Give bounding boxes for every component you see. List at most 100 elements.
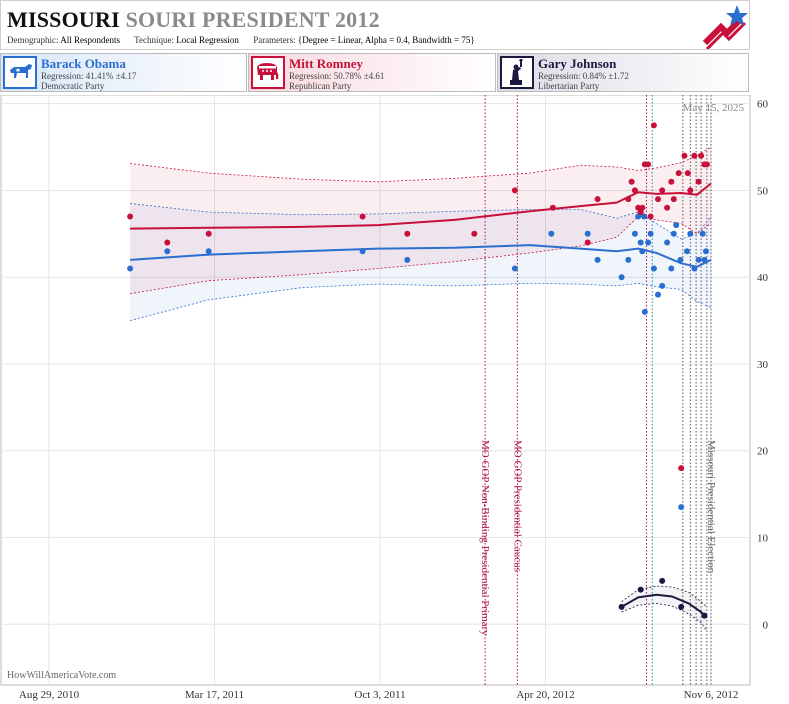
candidate-regression: Regression: 41.41% ±4.17 [41,71,137,81]
band-upper-line [130,146,712,183]
y-tick-label: 60 [757,99,769,111]
data-point [677,256,684,263]
data-point [645,161,652,168]
data-point [164,239,171,246]
data-point [670,230,677,237]
data-point [631,187,638,194]
confidence-band [130,203,712,321]
data-point [594,256,601,263]
x-tick-label: Oct 3, 2011 [354,689,405,701]
demographic-label: Demographic: [7,35,59,45]
data-point [703,248,709,255]
current-date-label: May 15, 2025 [683,102,745,114]
data-point [359,213,366,220]
watermark-text: HowWillAmericaVote.com [7,670,116,681]
data-point [684,170,691,177]
data-point [655,291,661,298]
poll-chart: MO GOP Non-Binding Presidential Primary M… [0,95,769,701]
data-point [404,256,411,263]
candidate-name: Barack Obama [41,56,126,71]
band-lower-line [130,216,712,295]
data-point [637,239,644,246]
chart-header: MISSOURI SOURI PRESIDENT 2012 Demographi… [0,0,750,50]
data-point [664,204,671,211]
data-point [659,187,666,194]
band-upper-line [130,203,712,240]
data-point [127,265,134,272]
band-lower-line [129,282,712,321]
data-point [647,230,654,237]
data-point [670,196,677,203]
data-point [678,465,685,472]
data-point [164,248,171,255]
donkey-icon [3,56,37,89]
data-point [511,187,518,194]
candidate-card-romney: Mitt Romney Regression: 50.78% ±4.61 Rep… [248,53,496,92]
data-point [659,577,666,584]
data-point [684,248,690,255]
plot-frame [0,95,751,686]
data-point [637,586,644,593]
x-tick-label: Aug 29, 2010 [19,689,80,701]
data-point [205,248,212,255]
data-point [511,265,518,272]
data-point [659,282,666,289]
data-point [641,213,647,220]
data-point [699,230,706,237]
data-point [548,230,555,237]
trend-line [130,182,712,230]
data-point [205,230,212,237]
y-tick-label: 0 [763,619,769,631]
gridlines [1,95,750,685]
data-point [594,196,601,203]
data-point [404,230,411,237]
band-lower-line [621,602,708,632]
data-point [631,230,638,237]
data-point [678,603,685,610]
data-point [668,265,675,272]
candidate-party: Libertarian Party [538,81,600,91]
x-tick-label: Nov 6, 2012 [684,689,739,701]
poll-points [127,122,710,619]
data-point [639,248,646,255]
data-point [681,152,688,159]
data-point [703,161,710,168]
y-tick-label: 10 [757,533,769,545]
candidate-regression: Regression: 0.84% ±1.72 [538,71,629,81]
data-point [635,213,642,220]
chart-parameters: Demographic: All Respondents Technique: … [7,35,487,45]
parameters-label: Parameters: [253,35,296,45]
site-logo-icon [702,5,748,49]
title-state: MISSOURI [7,7,120,32]
candidate-name: Gary Johnson [538,56,617,71]
data-point [687,230,694,237]
data-point [650,122,657,129]
data-point [471,230,478,237]
data-point [628,178,635,185]
data-point [549,204,556,211]
candidate-card-obama: Barack Obama Regression: 41.41% ±4.17 De… [0,53,247,92]
data-point [673,222,680,229]
data-point [639,204,646,211]
data-point [691,152,698,159]
y-tick-label: 50 [757,185,769,197]
data-point [625,196,632,203]
data-point [625,256,632,263]
candidate-party: Republican Party [289,81,352,91]
data-point [675,170,682,177]
data-point [359,248,366,255]
data-point [668,178,675,185]
trend-lines [130,182,712,618]
data-point [618,274,625,281]
candidate-card-johnson: Gary Johnson Regression: 0.84% ±1.72 Lib… [497,53,749,92]
technique-label: Technique: [134,35,174,45]
chart-title: MISSOURI SOURI PRESIDENT 2012 [7,7,380,33]
data-point [698,152,705,159]
confidence-bands [129,146,712,632]
data-point [584,230,591,237]
candidate-party: Democratic Party [41,81,105,91]
x-tick-label: Apr 20, 2012 [516,689,574,701]
data-point [687,187,694,194]
y-tick-label: 40 [757,272,769,284]
data-point [645,239,652,246]
